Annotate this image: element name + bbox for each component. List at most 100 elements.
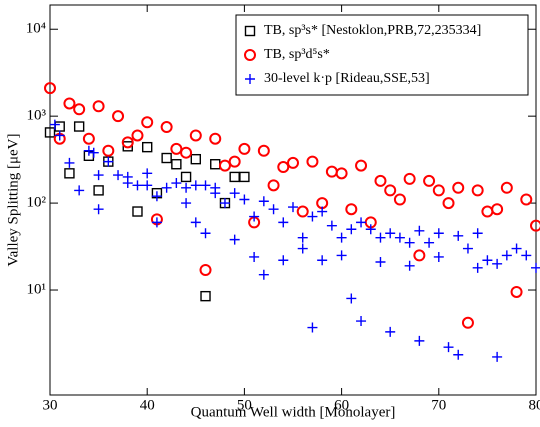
plus-marker	[492, 351, 503, 362]
x-tick-label: 40	[140, 397, 155, 413]
circle-marker	[160, 121, 173, 134]
plus-marker	[443, 342, 454, 353]
circle-marker	[374, 174, 387, 187]
circle-marker	[355, 159, 368, 172]
plus-marker	[278, 255, 289, 266]
plus-marker	[433, 251, 444, 262]
plus-marker	[414, 225, 425, 236]
circle-marker	[112, 110, 125, 123]
circle-marker	[63, 97, 76, 110]
plus-marker	[336, 250, 347, 261]
circle-marker	[131, 129, 144, 142]
square-marker	[239, 171, 250, 183]
legend-label: TB, sp³s* [Nestoklon,PRB,72,235334]	[264, 23, 481, 38]
x-tick-label: 50	[237, 397, 252, 413]
plus-marker	[190, 217, 201, 228]
square-marker	[73, 121, 85, 132]
circle-marker	[432, 184, 445, 197]
circle-marker	[500, 181, 513, 194]
circle-marker	[471, 184, 484, 197]
plus-marker	[404, 260, 415, 271]
square-marker	[171, 159, 182, 170]
circle-marker	[73, 103, 86, 116]
plus-marker	[181, 182, 192, 193]
square-marker	[200, 290, 211, 302]
circle-marker	[413, 249, 426, 262]
square-marker	[64, 168, 75, 179]
circle-marker	[491, 203, 504, 216]
plus-marker	[132, 180, 143, 191]
circle-marker	[510, 285, 523, 298]
plus-marker	[521, 250, 532, 261]
square-marker	[161, 152, 172, 164]
plus-marker	[482, 255, 493, 266]
plus-marker	[462, 243, 473, 254]
plus-marker	[385, 326, 396, 337]
circle-marker	[306, 155, 319, 168]
square-marker	[141, 141, 153, 153]
x-axis-label: Quantum Well width [Monolayer]	[191, 404, 396, 420]
circle-marker	[141, 116, 154, 129]
plus-marker	[433, 228, 444, 239]
circle-marker	[189, 129, 202, 142]
circle-marker	[44, 82, 56, 95]
plus-marker	[258, 196, 269, 207]
plus-marker	[472, 228, 483, 239]
circle-marker	[530, 219, 540, 232]
plus-marker	[181, 198, 192, 209]
plus-marker	[511, 243, 522, 254]
circle-marker	[267, 179, 280, 192]
plus-marker	[326, 220, 337, 231]
plus-marker	[501, 250, 512, 261]
plus-marker	[93, 170, 104, 181]
plus-marker	[453, 349, 464, 360]
x-tick-label: 60	[334, 397, 349, 413]
circle-marker	[325, 165, 338, 178]
plus-marker	[229, 188, 240, 199]
plus-marker	[74, 185, 85, 196]
circle-marker	[257, 144, 270, 157]
plus-marker	[365, 224, 376, 235]
square-marker	[122, 141, 133, 152]
plus-marker	[375, 232, 386, 243]
circle-marker	[218, 159, 231, 172]
circle-marker	[121, 136, 134, 149]
plus-marker	[93, 204, 104, 215]
plus-marker	[161, 182, 172, 193]
plus-marker	[307, 322, 318, 333]
circle-marker	[102, 144, 115, 157]
plus-marker	[245, 74, 255, 84]
plus-marker	[356, 217, 367, 228]
plus-marker	[190, 180, 201, 191]
plus-marker	[346, 293, 357, 304]
square-marker	[210, 159, 221, 170]
x-tick-label: 70	[431, 397, 446, 413]
legend-label: 30-level k·p [Rideau,SSE,53]	[264, 71, 430, 86]
plus-marker	[113, 170, 124, 181]
circle-marker	[384, 184, 397, 197]
square-marker	[132, 206, 143, 217]
square-marker	[190, 153, 202, 165]
plus-marker	[219, 198, 230, 209]
plus-marker	[200, 180, 211, 191]
plus-marker	[151, 217, 162, 228]
legend-box	[235, 14, 529, 96]
plus-marker	[385, 228, 396, 239]
plus-marker	[492, 258, 503, 269]
circle-marker	[345, 203, 358, 216]
plus-marker	[297, 232, 308, 243]
plus-marker	[151, 191, 162, 202]
plus-marker	[531, 262, 540, 273]
circle-marker	[452, 181, 465, 194]
plus-marker	[268, 204, 279, 215]
y-tick-label: 10³	[27, 108, 47, 124]
circle-marker	[277, 161, 290, 174]
circle-marker	[423, 174, 436, 187]
y-tick-label: 10²	[27, 195, 47, 211]
y-axis-label: Valley Splitting [μeV]	[5, 133, 21, 266]
square-marker	[54, 121, 65, 132]
plus-marker	[336, 232, 347, 243]
plus-marker	[375, 257, 386, 268]
plus-marker	[239, 194, 250, 205]
square-marker	[244, 25, 256, 37]
